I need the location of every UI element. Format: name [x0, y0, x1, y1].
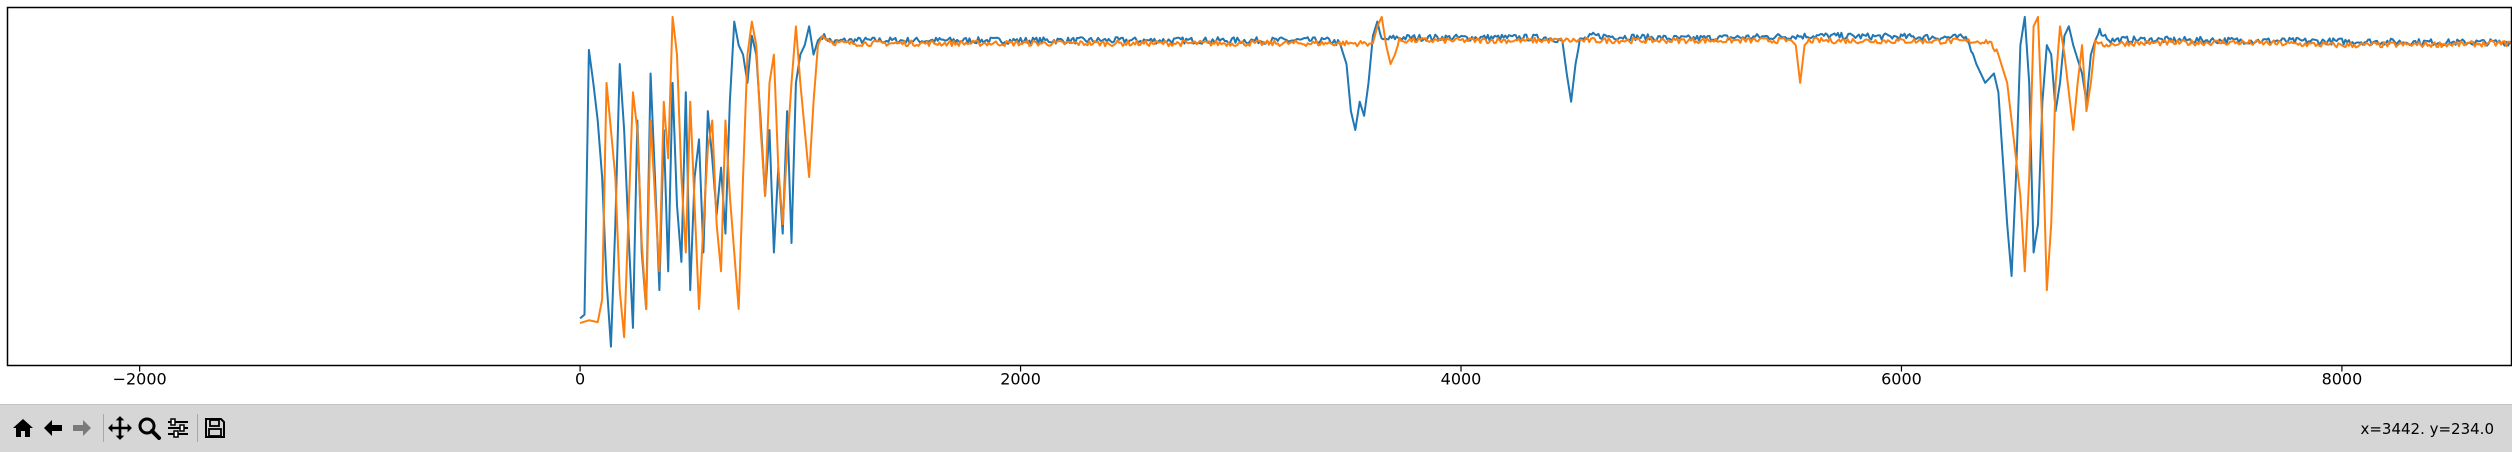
back-button[interactable]: [38, 413, 68, 443]
arrow-left-icon: [44, 420, 62, 436]
save-button[interactable]: [200, 413, 230, 443]
series-line-2: [579, 15, 2512, 339]
sliders-icon: [168, 418, 188, 438]
move-icon: [108, 416, 132, 440]
x-axis: −2000 0 2000 4000 6000 8000: [113, 365, 2363, 389]
navigation-toolbar: x=3442. y=234.0: [0, 404, 2512, 452]
series-layer: [579, 15, 2512, 348]
configure-subplots-button[interactable]: [163, 413, 193, 443]
line-chart: −2000 0 2000 4000 6000 8000: [6, 6, 2512, 389]
x-tick-label: 0: [575, 370, 585, 389]
home-button[interactable]: [8, 413, 38, 443]
floppy-disk-icon: [205, 418, 225, 438]
home-icon: [13, 419, 33, 437]
forward-button[interactable]: [67, 413, 97, 443]
arrow-right-icon: [73, 420, 91, 436]
toolbar-separator: [197, 414, 198, 442]
figure-canvas[interactable]: −2000 0 2000 4000 6000 8000: [0, 0, 2512, 404]
series-line-1: [579, 15, 2512, 348]
x-tick-label: 6000: [1881, 370, 1922, 389]
x-tick-label: 4000: [1441, 370, 1482, 389]
x-tick-label: 2000: [1000, 370, 1041, 389]
x-tick-label: 8000: [2322, 370, 2363, 389]
toolbar-separator: [103, 414, 104, 442]
pan-button[interactable]: [105, 413, 135, 443]
magnifier-icon: [138, 417, 161, 440]
x-tick-label: −2000: [113, 370, 167, 389]
zoom-button[interactable]: [134, 413, 164, 443]
axes-frame: [6, 6, 2512, 367]
cursor-coordinates: x=3442. y=234.0: [2360, 420, 2494, 438]
